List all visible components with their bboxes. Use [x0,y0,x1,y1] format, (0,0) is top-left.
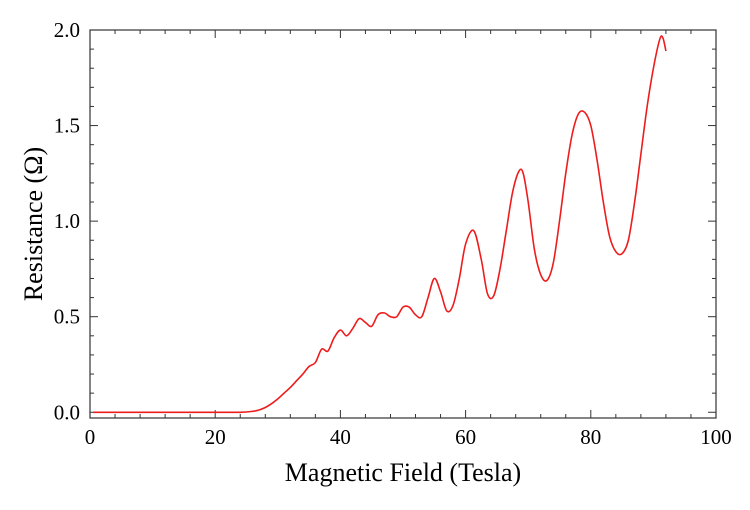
x-axis-ticks [89,30,717,418]
y-tick-label: 2.0 [54,18,80,42]
y-axis-tick-labels: 0.0 0.5 1.0 1.5 2.0 [54,18,80,424]
y-tick-label: 0.5 [54,305,80,329]
x-tick-label: 80 [580,425,601,449]
x-tick-label: 60 [455,425,476,449]
y-tick-label: 0.0 [54,400,80,424]
plot-frame [89,29,717,419]
x-axis-tick-labels: 0 20 40 60 80 100 [85,425,732,449]
x-tick-label: 100 [700,425,732,449]
x-tick-label: 0 [85,425,96,449]
x-tick-label: 40 [330,425,351,449]
x-axis-title: Magnetic Field (Tesla) [285,458,521,487]
y-axis-title: Resistance (Ω) [19,147,48,301]
x-tick-label: 20 [205,425,226,449]
y-tick-label: 1.5 [54,114,80,138]
y-tick-label: 1.0 [54,209,80,233]
series-group [93,35,667,414]
y-axis-ticks [90,29,716,413]
series-line [93,35,667,414]
